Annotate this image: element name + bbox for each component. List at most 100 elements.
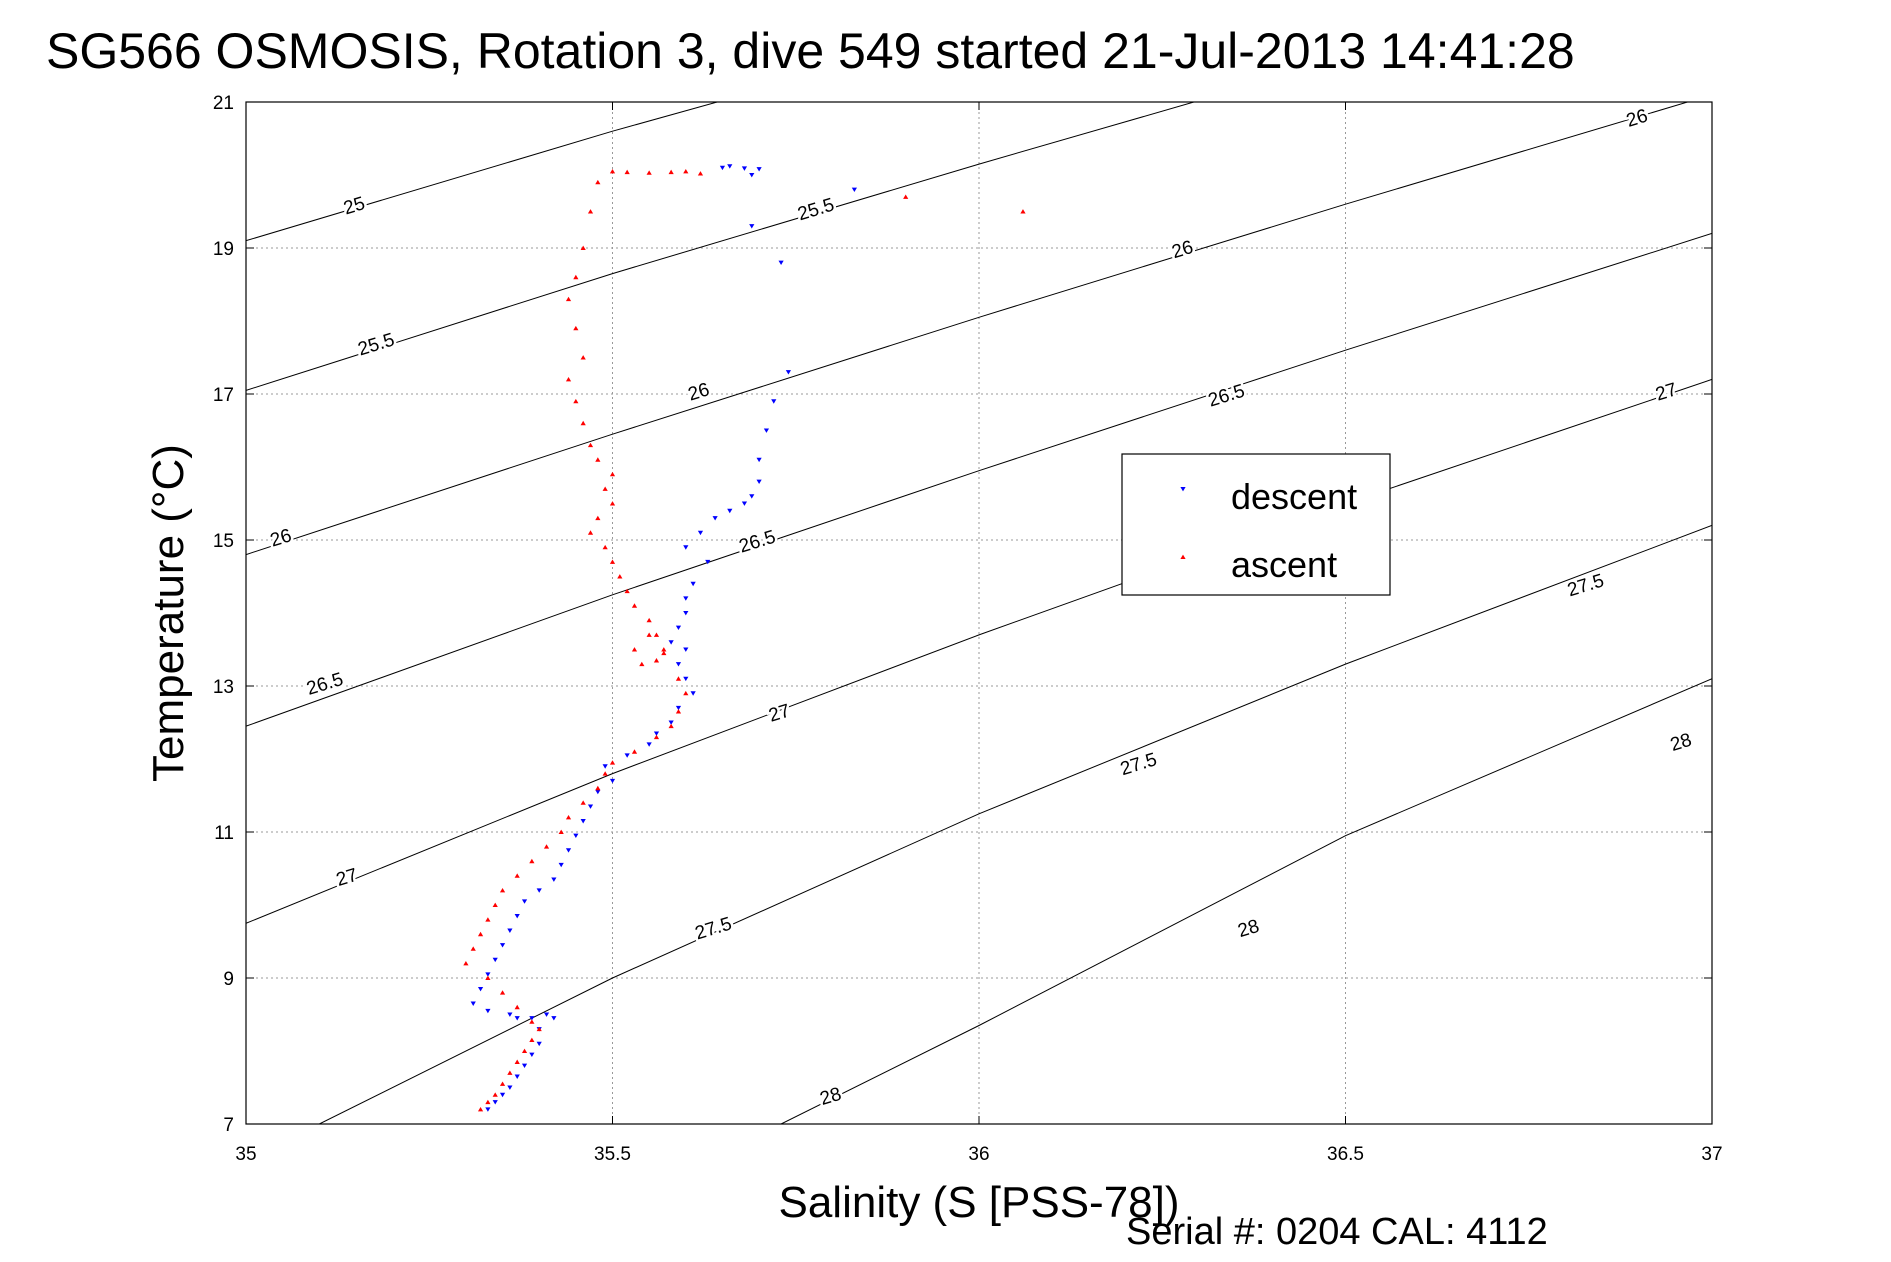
ascent-point [683,690,689,696]
ascent-point [492,902,498,907]
descent-point [705,559,711,565]
series-descent [470,164,857,1112]
y-tick-label: 19 [213,239,234,260]
ascent-point [631,603,638,608]
ascent-point [646,170,652,175]
contour-line [319,524,1712,1124]
descent-point [771,399,777,404]
contour-line [246,378,1712,924]
ascent-point [507,1070,513,1075]
y-tick-label: 21 [213,93,234,114]
ascent-point [573,398,579,404]
descent-point [727,508,733,514]
axis-ticks: 35 35.5 36 36.5 37 7 9 11 13 15 17 19 21 [213,93,1723,1165]
x-tick-label: 36.5 [1327,1144,1364,1165]
ascent-point [646,632,652,637]
descent-point [690,581,696,587]
plot-area: 2525.525.52626262626.526.526.527272727.5… [213,93,1723,1165]
ascent-point [646,617,652,623]
descent-point [778,260,784,265]
descent-point [507,1085,513,1090]
y-tick-label: 7 [223,1115,234,1136]
chart-title: SG566 OSMOSIS, Rotation 3, dive 549 star… [46,23,1575,79]
descent-point [514,913,520,919]
descent-point [580,819,586,824]
descent-point [756,479,762,484]
ascent-point [1020,209,1026,214]
descent-point [683,647,689,652]
ascent-point [661,650,667,656]
ascent-point [602,486,608,491]
ascent-point [653,658,660,663]
legend-marker-ascent [1180,554,1186,559]
ascent-point [675,676,682,681]
descent-point [595,789,601,795]
descent-point [763,428,770,433]
descent-point [668,640,674,645]
ascent-point [580,245,586,250]
ascent-point [668,169,674,175]
ascent-point [485,917,491,922]
ascent-point [595,515,601,521]
descent-point [741,501,748,506]
ascent-point [529,1037,535,1043]
ascent-point [485,1099,491,1105]
ascent-point [609,168,616,174]
ascent-point [573,274,579,280]
x-tick-label: 37 [1701,1144,1722,1165]
ascent-point [609,559,616,564]
ascent-point [697,171,704,176]
ascent-point [587,442,594,448]
descent-point [499,943,506,948]
descent-point [719,165,726,171]
descent-point [683,545,689,550]
y-tick-label: 11 [214,823,234,844]
ascent-point [602,544,608,550]
data-series [463,164,1026,1112]
descent-point [485,1107,491,1112]
descent-point [492,1100,498,1105]
descent-point [536,888,542,893]
ascent-point [514,873,520,878]
descent-point [851,187,857,192]
ascent-point [565,377,572,382]
ascent-point [580,355,586,360]
ascent-point [499,1081,506,1086]
ascent-point [499,888,506,893]
legend-label-ascent: ascent [1231,544,1337,585]
ascent-point [683,168,689,174]
descent-point [683,676,689,682]
ascent-point [521,1048,528,1053]
descent-point [785,370,792,375]
ascent-point [529,858,535,864]
ascent-point [661,647,667,652]
descent-point [499,1092,506,1098]
grid [246,102,1712,1124]
ascent-point [587,530,594,535]
ascent-point [653,632,660,637]
ascent-point [587,209,594,214]
descent-point [609,778,616,784]
y-axis-label: Temperature (°C) [144,444,193,782]
serial-cal-footer: Serial #: 0204 CAL: 4112 [1126,1211,1548,1253]
series-ascent [463,168,1026,1112]
legend-label-descent: descent [1231,476,1357,517]
descent-point [573,833,579,839]
descent-point [551,1016,557,1021]
ascent-point [624,588,630,594]
ascent-point [595,785,601,791]
ascent-point [485,975,491,980]
ascent-point [609,760,616,765]
ascent-point [477,931,484,937]
ascent-point [573,325,579,331]
ascent-point [903,194,909,199]
ascent-point [631,647,638,652]
legend: descent ascent [1121,453,1391,596]
descent-point [470,1001,476,1006]
ascent-point [536,1026,542,1032]
ascent-point [558,829,564,834]
x-axis-label: Salinity (S [PSS-78]) [778,1178,1179,1227]
ascent-point [609,501,616,506]
descent-point [558,862,564,868]
